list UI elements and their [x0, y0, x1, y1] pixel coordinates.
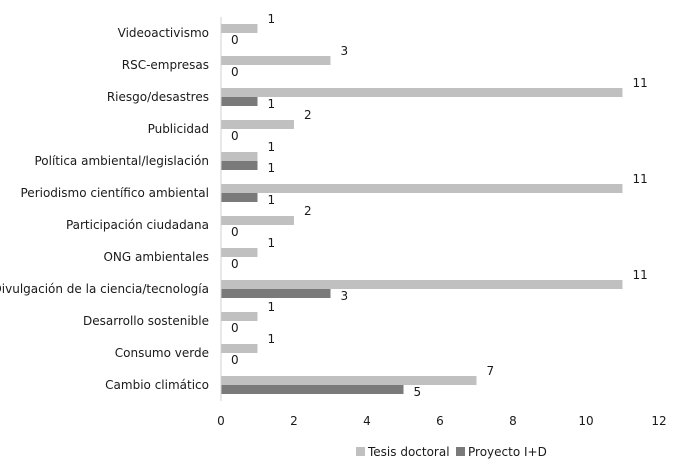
- data-label: 1: [268, 193, 276, 207]
- data-label: 3: [341, 289, 349, 303]
- data-label: 11: [633, 76, 648, 90]
- data-label: 2: [304, 108, 312, 122]
- data-label: 0: [231, 321, 239, 335]
- category-label: Divulgación de la ciencia/tecnología: [0, 282, 209, 296]
- bar-tesis-doctoral: [221, 184, 623, 193]
- legend-swatch-tesis-doctoral: [356, 447, 365, 456]
- x-axis-ticks: 0 2 4 6 8 10 12: [217, 414, 666, 428]
- legend: Tesis doctoral Proyecto I+D: [356, 445, 547, 459]
- category-labels: Videoactivismo RSC-empresas Riesgo/desastr…: [0, 26, 209, 392]
- data-label: 0: [231, 257, 239, 271]
- data-label: 11: [633, 172, 648, 186]
- data-label: 1: [268, 161, 276, 175]
- category-label: Cambio climático: [105, 378, 209, 392]
- data-label: 1: [268, 97, 276, 111]
- data-label: 2: [304, 204, 312, 218]
- x-tick-label: 12: [651, 414, 666, 428]
- bar-tesis-doctoral: [221, 56, 331, 65]
- bar-tesis-doctoral: [221, 248, 258, 257]
- category-label: Participación ciudadana: [66, 218, 209, 232]
- legend-swatch-proyecto-id: [456, 447, 465, 456]
- data-label: 0: [231, 33, 239, 47]
- data-label: 0: [231, 353, 239, 367]
- bars: [221, 24, 623, 394]
- x-tick-label: 6: [436, 414, 444, 428]
- bar-proyecto-id: [221, 193, 258, 202]
- legend-label-tesis-doctoral: Tesis doctoral: [367, 445, 450, 459]
- bar-proyecto-id: [221, 385, 404, 394]
- data-label: 1: [268, 300, 276, 314]
- legend-label-proyecto-id: Proyecto I+D: [468, 445, 547, 459]
- data-label: 5: [414, 385, 422, 399]
- bar-proyecto-id: [221, 97, 258, 106]
- bar-tesis-doctoral: [221, 312, 258, 321]
- bar-tesis-doctoral: [221, 88, 623, 97]
- bar-proyecto-id: [221, 161, 258, 170]
- category-label: Publicidad: [148, 122, 209, 136]
- data-label: 0: [231, 129, 239, 143]
- data-label: 11: [633, 268, 648, 282]
- data-label: 0: [231, 65, 239, 79]
- category-label: RSC-empresas: [122, 58, 209, 72]
- data-label: 7: [487, 364, 495, 378]
- data-label: 1: [268, 140, 276, 154]
- bar-tesis-doctoral: [221, 376, 477, 385]
- x-tick-label: 0: [217, 414, 225, 428]
- category-label: Desarrollo sostenible: [83, 314, 209, 328]
- data-label: 1: [268, 236, 276, 250]
- category-label: ONG ambientales: [103, 250, 209, 264]
- x-tick-label: 8: [509, 414, 517, 428]
- data-label: 1: [268, 12, 276, 26]
- category-label: Consumo verde: [115, 346, 209, 360]
- bar-tesis-doctoral: [221, 216, 294, 225]
- bar-tesis-doctoral: [221, 152, 258, 161]
- x-tick-label: 4: [363, 414, 371, 428]
- bar-proyecto-id: [221, 289, 331, 298]
- bar-tesis-doctoral: [221, 24, 258, 33]
- bar-tesis-doctoral: [221, 120, 294, 129]
- category-label: Política ambiental/legislación: [34, 154, 209, 168]
- category-label: Periodismo científico ambiental: [21, 186, 210, 200]
- data-label: 1: [268, 332, 276, 346]
- bar-tesis-doctoral: [221, 280, 623, 289]
- x-tick-label: 10: [578, 414, 593, 428]
- data-label: 0: [231, 225, 239, 239]
- x-tick-label: 2: [290, 414, 298, 428]
- category-label: Videoactivismo: [118, 26, 209, 40]
- bar-tesis-doctoral: [221, 344, 258, 353]
- category-label: Riesgo/desastres: [107, 90, 209, 104]
- data-label: 3: [341, 44, 349, 58]
